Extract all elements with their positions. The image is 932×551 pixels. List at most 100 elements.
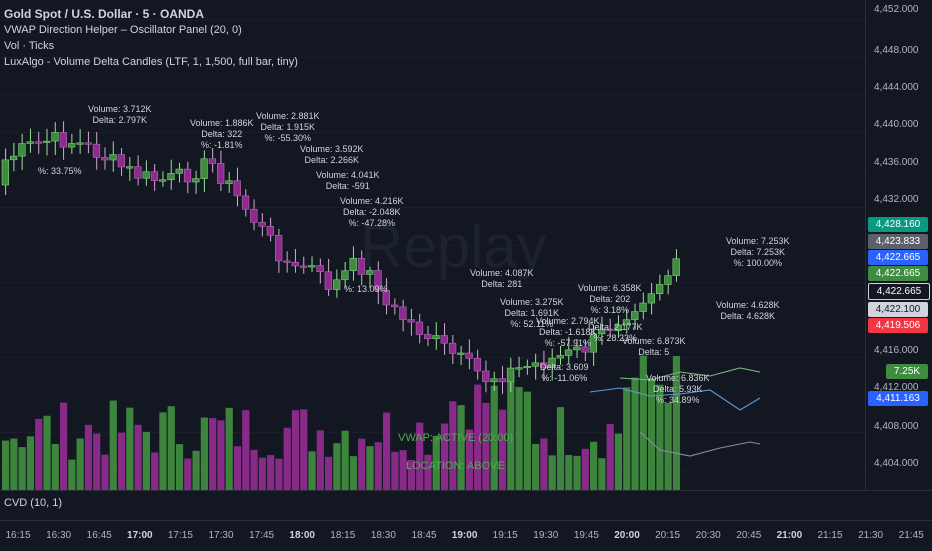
candle[interactable] xyxy=(606,328,614,331)
candle[interactable] xyxy=(548,357,556,368)
candle[interactable] xyxy=(159,179,167,182)
candle[interactable] xyxy=(225,180,233,184)
candle[interactable] xyxy=(117,154,125,168)
candle[interactable] xyxy=(18,143,26,157)
candle[interactable] xyxy=(183,168,192,183)
candle[interactable] xyxy=(200,158,208,179)
candle[interactable] xyxy=(175,168,183,174)
candle[interactable] xyxy=(275,234,283,262)
main-chart-pane[interactable]: Replay Gold Spot / U.S. Dollar · 5 · OAN… xyxy=(0,0,865,490)
candle[interactable] xyxy=(556,355,564,359)
candle[interactable] xyxy=(92,143,101,158)
volume-bar xyxy=(101,454,109,490)
candle[interactable] xyxy=(258,222,266,227)
candle[interactable] xyxy=(614,324,622,331)
time-label: 21:45 xyxy=(898,530,924,541)
candle[interactable] xyxy=(540,362,548,368)
candle[interactable] xyxy=(76,142,84,145)
candle[interactable] xyxy=(192,178,200,183)
delta-annotation: Volume: 4.628K Delta: 4.628K xyxy=(716,300,780,321)
candle[interactable] xyxy=(266,225,275,236)
candle[interactable] xyxy=(233,180,241,197)
candle[interactable] xyxy=(506,367,515,383)
time-axis[interactable]: 16:15 16:30 16:45 17:00 17:15 17:30 17:45 18:00… xyxy=(0,520,932,551)
symbol-title[interactable]: Gold Spot / U.S. Dollar · 5 · OANDA xyxy=(4,7,205,21)
candle[interactable] xyxy=(308,265,316,268)
candle[interactable] xyxy=(589,333,598,353)
candle[interactable] xyxy=(672,258,680,276)
candle[interactable] xyxy=(324,271,332,290)
candle[interactable] xyxy=(283,260,291,263)
candle[interactable] xyxy=(241,195,250,210)
candle[interactable] xyxy=(415,321,424,335)
candle[interactable] xyxy=(67,143,76,148)
candle[interactable] xyxy=(664,275,672,285)
candle[interactable] xyxy=(34,141,43,144)
price-axis[interactable]: 4,452.000 4,448.000 4,444.000 4,440.000 … xyxy=(865,0,932,490)
indicator-volume[interactable]: Vol · Ticks xyxy=(4,40,55,52)
candle[interactable] xyxy=(374,270,382,291)
candle[interactable] xyxy=(407,319,415,323)
candle[interactable] xyxy=(142,171,150,179)
candle[interactable] xyxy=(523,365,531,369)
candle[interactable] xyxy=(291,261,299,267)
price-chart[interactable] xyxy=(0,0,865,490)
candle[interactable] xyxy=(424,334,432,340)
candle[interactable] xyxy=(167,173,175,181)
candle[interactable] xyxy=(51,132,59,142)
candle[interactable] xyxy=(332,279,341,290)
candle[interactable] xyxy=(43,140,51,143)
candle[interactable] xyxy=(299,265,308,268)
candle[interactable] xyxy=(316,265,324,273)
candle[interactable] xyxy=(382,290,390,306)
indicator-luxalgo[interactable]: LuxAlgo - Volume Delta Candles (LTF, 1, … xyxy=(4,56,298,68)
candle[interactable] xyxy=(440,335,448,344)
candle[interactable] xyxy=(531,362,540,367)
candle[interactable] xyxy=(457,352,465,355)
candle[interactable] xyxy=(109,154,117,161)
candle[interactable] xyxy=(631,311,639,320)
candle[interactable] xyxy=(9,155,18,161)
candle[interactable] xyxy=(581,346,589,353)
candle[interactable] xyxy=(84,142,92,145)
time-label: 18:15 xyxy=(330,530,356,541)
candle[interactable] xyxy=(357,257,366,275)
volume-bar xyxy=(84,424,93,490)
candle[interactable] xyxy=(250,208,258,223)
candle[interactable] xyxy=(101,157,109,161)
candle[interactable] xyxy=(150,171,159,181)
candle[interactable] xyxy=(1,159,9,186)
candle[interactable] xyxy=(390,304,399,308)
cvd-label[interactable]: CVD (10, 1) xyxy=(4,497,63,509)
candle[interactable] xyxy=(639,302,647,312)
candle[interactable] xyxy=(490,378,498,383)
candle[interactable] xyxy=(564,349,573,356)
volume-bar xyxy=(382,412,391,490)
cvd-pane[interactable]: CVD (10, 1) xyxy=(0,490,932,521)
indicator-vwap-helper[interactable]: VWAP Direction Helper – Oscillator Panel… xyxy=(4,24,242,36)
candle[interactable] xyxy=(647,293,655,304)
candle[interactable] xyxy=(622,319,631,326)
candle[interactable] xyxy=(573,346,581,351)
candle[interactable] xyxy=(59,132,67,148)
candle[interactable] xyxy=(208,158,217,164)
candle[interactable] xyxy=(341,270,349,281)
candle[interactable] xyxy=(448,342,457,354)
candle[interactable] xyxy=(498,378,506,383)
candle[interactable] xyxy=(399,306,407,320)
volume-bar xyxy=(374,442,382,490)
candle[interactable] xyxy=(366,270,374,275)
candle[interactable] xyxy=(465,352,473,359)
candle[interactable] xyxy=(134,166,142,179)
candle[interactable] xyxy=(655,284,664,295)
candle[interactable] xyxy=(515,367,523,370)
candle[interactable] xyxy=(473,358,482,372)
candle[interactable] xyxy=(598,328,606,335)
candle[interactable] xyxy=(125,166,134,169)
chart-legend: Gold Spot / U.S. Dollar · 5 · OANDA VWAP… xyxy=(4,6,298,70)
candle[interactable] xyxy=(432,335,440,340)
candle[interactable] xyxy=(217,163,225,184)
candle[interactable] xyxy=(349,257,357,272)
candle[interactable] xyxy=(26,141,34,144)
candle[interactable] xyxy=(482,370,490,383)
